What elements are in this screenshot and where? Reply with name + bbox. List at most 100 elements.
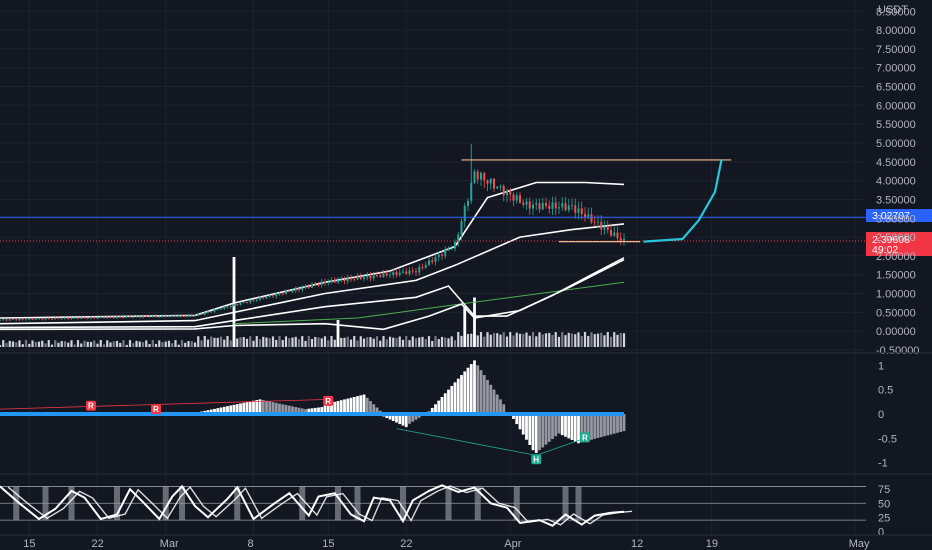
candle-body [541, 203, 544, 210]
candle-body [515, 195, 518, 201]
volume-bar [229, 340, 232, 347]
candle-body [96, 317, 99, 319]
volume-bar [73, 344, 76, 347]
histogram-bar [349, 397, 353, 414]
volume-bar [577, 332, 580, 347]
candle-body [619, 238, 622, 241]
candle-body [460, 221, 463, 235]
volume-bar [190, 341, 193, 347]
candle-body [441, 254, 443, 256]
candle-body [226, 306, 229, 308]
volume-bar [616, 334, 619, 347]
candle-body [343, 279, 346, 282]
histogram-bar [323, 404, 327, 414]
candle-body [476, 171, 479, 180]
volume-bar [353, 336, 356, 347]
volume-bar [330, 336, 333, 347]
volume-bar [314, 336, 317, 347]
histogram-bar [404, 414, 408, 428]
candle-body [138, 316, 141, 318]
histogram-bar [606, 414, 610, 436]
candle-body [337, 280, 339, 283]
candle-body [457, 234, 460, 243]
candle-body [210, 311, 213, 313]
volume-bar [444, 337, 447, 347]
volume-bar [197, 336, 200, 347]
price-line-tag [866, 209, 932, 222]
histogram-bar [242, 402, 246, 414]
candle-body [333, 280, 336, 283]
volume-bar [544, 333, 548, 347]
histogram-bar [577, 414, 580, 444]
histogram-bar [346, 398, 350, 414]
volume-bar [154, 343, 158, 347]
histogram-bar [265, 400, 268, 414]
candle-body [64, 317, 66, 319]
candle-body [60, 318, 63, 320]
candle-body [304, 286, 307, 288]
last-price-tag [866, 232, 932, 256]
candles [0, 143, 625, 322]
histogram-bar [560, 414, 564, 436]
volume-bar [411, 336, 414, 347]
histogram-bar [333, 401, 337, 414]
candle-body [564, 203, 567, 211]
histogram-bar [336, 401, 340, 414]
price-line-label: 3.02707 [872, 210, 910, 222]
volume-bar [427, 336, 431, 347]
volume-bar [557, 336, 561, 347]
histogram-bar [447, 389, 450, 414]
volume-bar [603, 335, 606, 347]
price-axis[interactable]: USDT 3.02707 2.39608 49:02 8.50000 8.0000… [866, 4, 932, 357]
volume-bar [158, 340, 161, 347]
candle-body [229, 305, 232, 308]
histogram-bar [307, 408, 311, 414]
histogram-bar [590, 414, 593, 440]
volume-bar [288, 338, 291, 347]
histogram-bar [294, 407, 298, 414]
volume-bar [297, 339, 301, 347]
volume-bar [518, 333, 522, 347]
price-tick: 4.50000 [876, 157, 916, 169]
candle-body [545, 203, 547, 206]
price-tick: 2.00000 [876, 251, 916, 263]
stochastic-pane[interactable]: 75 50 25 0 [0, 473, 932, 538]
candle-body [203, 312, 206, 315]
volume-bar [223, 339, 226, 347]
main-pane[interactable]: USDT 3.02707 2.39608 49:02 8.50000 8.0000… [0, 0, 932, 536]
volume-bar [372, 338, 375, 347]
candle-body [47, 318, 50, 320]
histogram-bar [248, 401, 252, 414]
candle-body [288, 290, 291, 292]
histogram-bar [229, 405, 233, 414]
volume-bar [590, 332, 593, 347]
volume-bar [538, 332, 541, 347]
divergence-marker [151, 404, 161, 415]
volume-bar [41, 340, 44, 347]
volume-bar [132, 343, 135, 347]
candle-body [174, 315, 177, 317]
volume-bar [304, 340, 307, 347]
histogram-bar [359, 395, 363, 414]
band-lower2 [0, 258, 625, 331]
oscillator-tick: 0.5 [878, 385, 893, 397]
histogram-bar [226, 406, 229, 414]
candle-body [8, 319, 11, 321]
candle-body [320, 281, 323, 285]
time-axis[interactable]: 15 22 Mar 8 15 22 Apr 12 19 May [0, 534, 932, 550]
volume-bar [122, 340, 125, 347]
volume-bar [216, 337, 219, 347]
oscillator-pane[interactable]: R R R H R 1 0.5 0 -0.5 -1 [0, 352, 932, 470]
time-tick: 15 [322, 538, 334, 550]
candle-body [467, 200, 469, 206]
volume-bar [564, 335, 567, 347]
volume-bar [479, 332, 483, 347]
volume-bar [44, 343, 47, 347]
divergence-marker [86, 400, 96, 411]
time-tick: 22 [400, 538, 412, 550]
price-tick: 1.50000 [876, 270, 916, 282]
volume-bar [213, 337, 216, 347]
volume-bar [515, 332, 518, 347]
candle-body [0, 319, 1, 321]
